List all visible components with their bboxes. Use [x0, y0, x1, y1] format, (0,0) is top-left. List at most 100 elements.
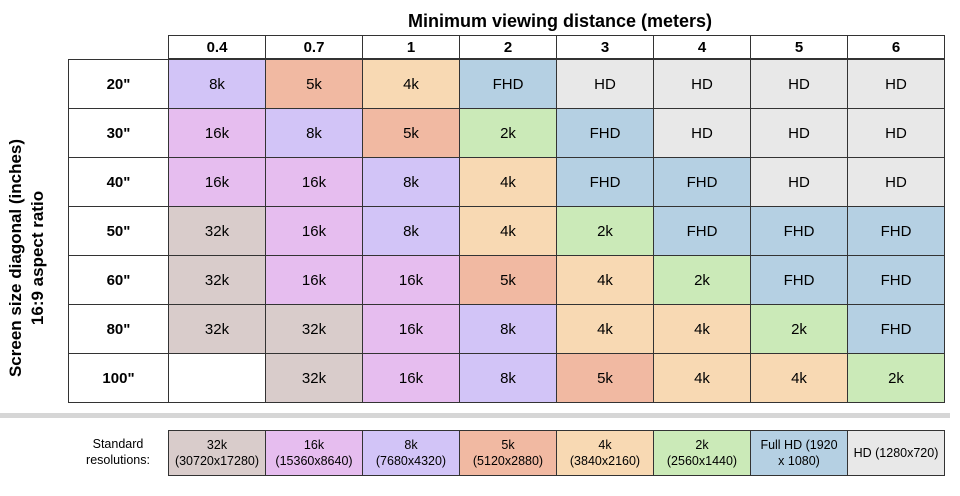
standard-resolution-cell: 5k (5120x2880) [459, 430, 557, 476]
table-cell: 16k [265, 206, 363, 256]
column-header: 6 [847, 35, 945, 59]
column-header: 4 [653, 35, 751, 59]
table-cell: 16k [168, 157, 266, 207]
resolution-name: HD (1280x720) [853, 446, 939, 460]
table-cell: 32k [168, 206, 266, 256]
table-cell: 16k [265, 157, 363, 207]
table-cell: HD [653, 108, 751, 158]
resolution-detail: (3840x2160) [569, 454, 641, 468]
table-cell: FHD [750, 255, 848, 305]
row-header: 20" [68, 59, 169, 109]
table-cell: 4k [459, 206, 557, 256]
resolution-name: 16k [303, 438, 325, 452]
table-row: 50" 32k 16k 8k 4k 2k FHD FHD FHD [68, 206, 945, 256]
table-cell: 16k [362, 304, 460, 354]
resolution-detail: (5120x2880) [472, 454, 544, 468]
y-axis-title-line2: 16:9 aspect ratio [28, 190, 47, 326]
table-cell: HD [847, 108, 945, 158]
table-cell: 2k [847, 353, 945, 403]
table-cell: 2k [750, 304, 848, 354]
table-cell: HD [556, 59, 654, 109]
resolution-name: Full HD (1920 [760, 438, 838, 452]
table-cell: 32k [168, 255, 266, 305]
table-cell: FHD [556, 157, 654, 207]
column-header-row: 0.4 0.7 1 2 3 4 5 6 [168, 35, 945, 59]
table-row: 30" 16k 8k 5k 2k FHD HD HD HD [68, 108, 945, 158]
standard-resolutions-table: 32k (30720x17280) 16k (15360x8640) 8k (7680x4… [168, 430, 945, 476]
table-cell: FHD [556, 108, 654, 158]
standard-resolution-cell: 2k (2560x1440) [653, 430, 751, 476]
table-cell: 32k [265, 353, 363, 403]
y-axis-title: Screen size diagonal (inches) 16:9 aspec… [5, 48, 59, 468]
table-cell: FHD [847, 206, 945, 256]
table-row: 20" 8k 5k 4k FHD HD HD HD HD [68, 59, 945, 109]
row-header: 50" [68, 206, 169, 256]
column-header: 5 [750, 35, 848, 59]
table-row: 100" 32k 16k 8k 5k 4k 4k 2k [68, 353, 945, 403]
row-header: 30" [68, 108, 169, 158]
table-cell: 5k [265, 59, 363, 109]
resolution-name: 32k [206, 438, 228, 452]
table-cell: FHD [847, 304, 945, 354]
column-header: 0.4 [168, 35, 266, 59]
resolution-detail: (7680x4320) [375, 454, 447, 468]
table-cell: 8k [362, 206, 460, 256]
table-cell: 4k [459, 157, 557, 207]
table-cell: FHD [459, 59, 557, 109]
table-cell: 16k [168, 108, 266, 158]
y-axis-title-line1: Screen size diagonal (inches) [6, 138, 25, 378]
table-cell: FHD [653, 206, 751, 256]
standard-resolutions-label: Standard resolutions: [86, 437, 150, 467]
chart-title: Minimum viewing distance (meters) [407, 11, 713, 31]
table-cell [168, 353, 266, 403]
resolution-name: 4k [598, 438, 612, 452]
section-divider [0, 413, 950, 418]
row-header: 100" [68, 353, 169, 403]
resolution-detail: (15360x8640) [275, 454, 353, 468]
table-cell: 8k [459, 304, 557, 354]
standard-resolution-cell: Full HD (1920 x 1080) [750, 430, 848, 476]
column-header: 1 [362, 35, 460, 59]
row-header: 80" [68, 304, 169, 354]
standard-resolution-cell: HD (1280x720) [847, 430, 945, 476]
table-cell: HD [750, 108, 848, 158]
resolution-name: 5k [501, 438, 515, 452]
table-cell: 5k [362, 108, 460, 158]
resolution-detail: (30720x17280) [174, 454, 260, 468]
column-header: 0.7 [265, 35, 363, 59]
viewing-distance-table: 20" 8k 5k 4k FHD HD HD HD HD 30" 16k 8k 5k 2k FHD HD HD H… [68, 59, 945, 403]
table-cell: 16k [362, 255, 460, 305]
table-cell: 8k [168, 59, 266, 109]
table-row: 80" 32k 32k 16k 8k 4k 4k 2k FHD [68, 304, 945, 354]
table-cell: 8k [459, 353, 557, 403]
table-cell: 5k [556, 353, 654, 403]
table-cell: 4k [362, 59, 460, 109]
resolution-detail: (2560x1440) [666, 454, 738, 468]
standard-resolution-cell: 8k (7680x4320) [362, 430, 460, 476]
table-row: 60" 32k 16k 16k 5k 4k 2k FHD FHD [68, 255, 945, 305]
table-cell: 4k [556, 304, 654, 354]
resolution-name: 8k [404, 438, 418, 452]
table-cell: 2k [653, 255, 751, 305]
resolution-detail: x 1080) [778, 454, 820, 468]
table-cell: 2k [459, 108, 557, 158]
table-cell: 4k [653, 304, 751, 354]
table-cell: 5k [459, 255, 557, 305]
table-cell: HD [847, 59, 945, 109]
table-cell: 8k [362, 157, 460, 207]
table-cell: 2k [556, 206, 654, 256]
table-cell: 4k [750, 353, 848, 403]
standard-resolution-cell: 4k (3840x2160) [556, 430, 654, 476]
column-header: 2 [459, 35, 557, 59]
standard-resolution-cell: 16k (15360x8640) [265, 430, 363, 476]
table-cell: FHD [750, 206, 848, 256]
resolution-name: 2k [695, 438, 709, 452]
table-cell: 16k [362, 353, 460, 403]
table-cell: 4k [556, 255, 654, 305]
standard-resolution-cell: 32k (30720x17280) [168, 430, 266, 476]
table-cell: 4k [653, 353, 751, 403]
table-cell: HD [750, 157, 848, 207]
table-cell: 8k [265, 108, 363, 158]
table-cell: 16k [265, 255, 363, 305]
table-cell: 32k [265, 304, 363, 354]
